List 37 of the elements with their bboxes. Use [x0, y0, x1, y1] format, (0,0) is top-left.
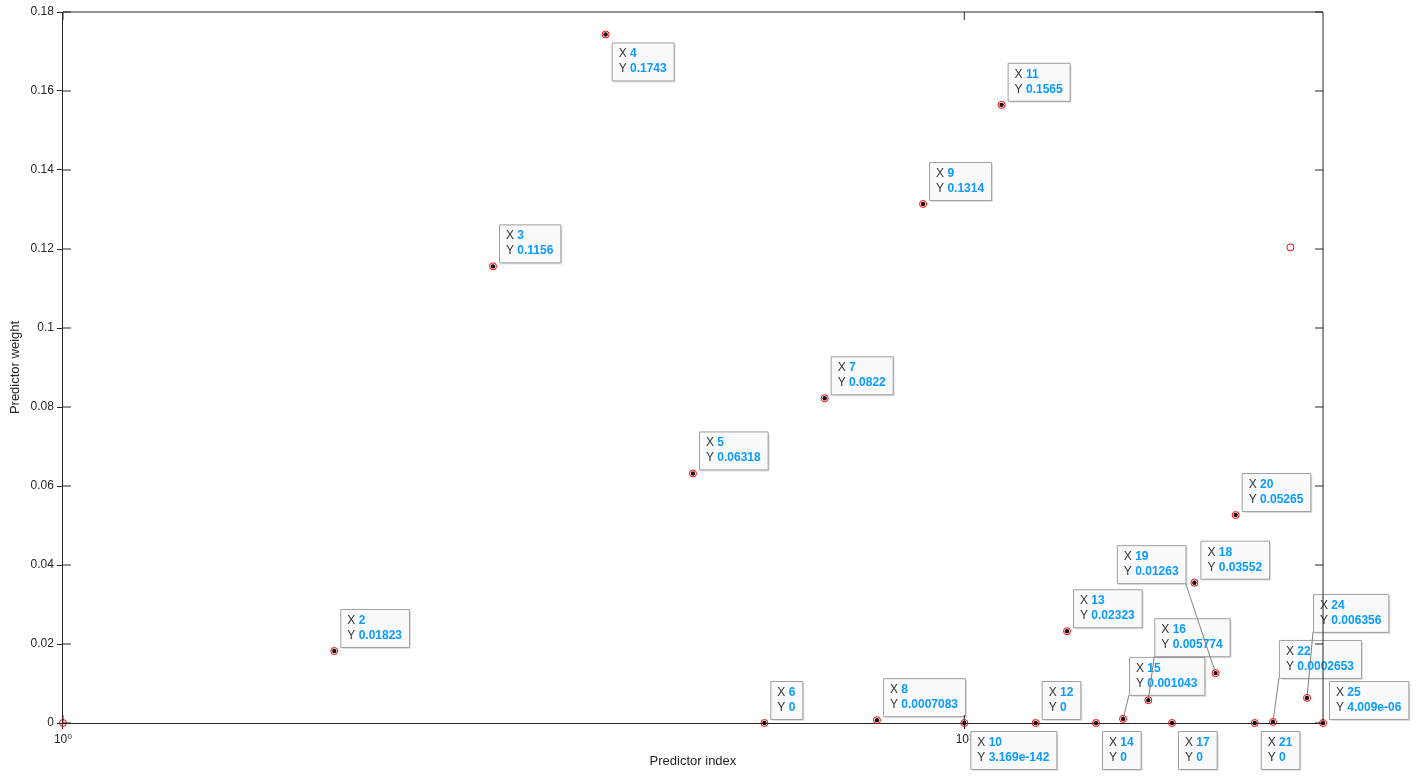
- y-tick-label: 0.12: [30, 241, 55, 256]
- annotation: X 21 Y 0: [1267, 734, 1293, 764]
- annotation: X 14 Y 0: [1109, 734, 1135, 764]
- annotation: X 17 Y 0: [1185, 734, 1211, 764]
- x-axis-title: Predictor index: [649, 752, 737, 768]
- annotation: X 22 Y 0.0002653: [1285, 643, 1355, 673]
- annotation: X 19 Y 0.01263: [1123, 548, 1179, 578]
- annotation: X 3 Y 0.1156: [506, 228, 554, 258]
- annotation: X 16 Y 0.005774: [1161, 622, 1224, 652]
- y-tick-label: 0: [47, 715, 55, 730]
- annotation: X 10 Y 3.169e-142: [977, 734, 1050, 764]
- annotation: X 15 Y 0.001043: [1136, 660, 1198, 690]
- y-tick-label: 0.04: [30, 557, 55, 572]
- annotation: X 18 Y 0.03552: [1207, 544, 1263, 574]
- annotation: X 13 Y 0.02323: [1080, 593, 1136, 623]
- annotation: X 7 Y 0.0822: [837, 360, 887, 390]
- annotation: X 5 Y 0.06318: [705, 435, 762, 465]
- y-tick-label: 0.06: [30, 478, 55, 493]
- annotation: X 6 Y 0: [777, 684, 796, 714]
- y-tick-label: 0.02: [30, 636, 55, 651]
- y-tick-label: 0.08: [30, 399, 55, 414]
- annotation: X 25 Y 4.009e-06: [1336, 684, 1402, 714]
- annotation: X 8 Y 0.0007083: [889, 682, 959, 712]
- y-tick-label: 0.16: [30, 83, 55, 98]
- annotation: X 20 Y 0.05265: [1248, 476, 1304, 506]
- annotation: X 24 Y 0.006356: [1320, 597, 1382, 627]
- annotation: X 12 Y 0: [1048, 684, 1074, 714]
- annotation: X 4 Y 0.1743: [618, 46, 667, 76]
- annotation: X 2 Y 0.01823: [347, 612, 403, 642]
- x-tick-label: 10¹: [955, 731, 973, 746]
- x-tick-label: 10⁰: [53, 731, 73, 746]
- annotation: X 9 Y 0.1314: [936, 165, 985, 195]
- annotation: X 11 Y 0.1565: [1014, 66, 1063, 96]
- y-tick-label: 0.14: [30, 162, 55, 177]
- y-tick-label: 0.1: [37, 320, 55, 335]
- y-axis-title: Predictor weight: [7, 320, 23, 415]
- y-tick-label: 0.18: [30, 4, 55, 19]
